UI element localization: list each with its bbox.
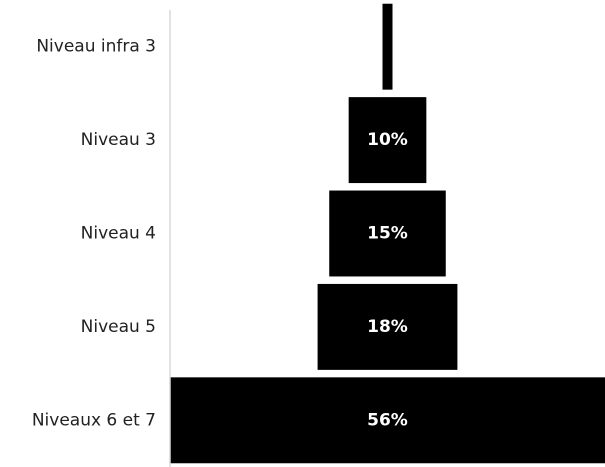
category-label-1: Niveau 3 (81, 130, 156, 150)
category-label-4: Niveaux 6 et 7 (32, 410, 156, 430)
value-label-3: 18% (367, 317, 408, 337)
bar-4 (170, 377, 605, 464)
value-label-4: 56% (367, 410, 408, 430)
bar-3 (317, 283, 458, 370)
category-label-3: Niveau 5 (81, 317, 156, 337)
value-label-2: 15% (367, 224, 408, 244)
value-label-1: 10% (367, 130, 408, 150)
bars-layer (170, 3, 605, 464)
bar-0 (382, 3, 393, 90)
labels-layer: Niveau infra 3 Niveau 3 10% Niveau 4 15% Nive… (32, 37, 408, 431)
category-label-0: Niveau infra 3 (36, 37, 156, 57)
category-label-2: Niveau 4 (81, 224, 156, 244)
bar-1 (348, 97, 427, 184)
bar-2 (329, 190, 446, 277)
